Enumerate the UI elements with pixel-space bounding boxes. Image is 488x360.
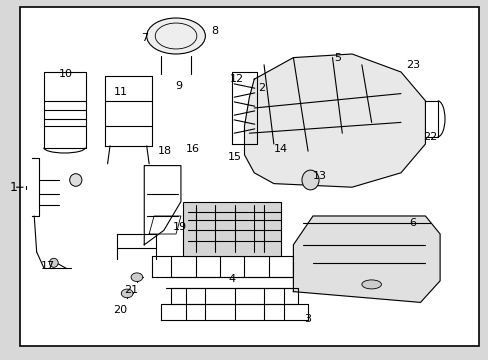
Text: 18: 18 xyxy=(158,146,172,156)
Text: 14: 14 xyxy=(274,144,287,154)
Text: 19: 19 xyxy=(173,222,186,232)
Text: 5: 5 xyxy=(333,53,340,63)
FancyBboxPatch shape xyxy=(183,202,281,256)
Ellipse shape xyxy=(302,170,319,190)
Text: 12: 12 xyxy=(230,74,244,84)
Polygon shape xyxy=(293,216,439,302)
FancyBboxPatch shape xyxy=(20,7,478,346)
Text: 20: 20 xyxy=(113,305,126,315)
Text: 1: 1 xyxy=(10,181,18,194)
Ellipse shape xyxy=(146,18,205,54)
Text: 7: 7 xyxy=(141,33,147,43)
Text: 15: 15 xyxy=(227,152,241,162)
Circle shape xyxy=(121,289,133,298)
Ellipse shape xyxy=(69,174,81,186)
Text: 2: 2 xyxy=(258,83,264,93)
Text: 16: 16 xyxy=(186,144,200,154)
Text: 22: 22 xyxy=(422,132,437,142)
Text: 9: 9 xyxy=(175,81,182,91)
Polygon shape xyxy=(244,54,425,187)
Text: 8: 8 xyxy=(211,26,218,36)
Text: 3: 3 xyxy=(304,314,311,324)
Text: 6: 6 xyxy=(409,218,416,228)
Circle shape xyxy=(131,273,142,282)
Text: 11: 11 xyxy=(114,87,128,97)
Text: 10: 10 xyxy=(59,69,73,79)
Text: 4: 4 xyxy=(228,274,235,284)
Text: 13: 13 xyxy=(313,171,326,181)
Ellipse shape xyxy=(361,280,381,289)
Text: 21: 21 xyxy=(124,285,138,295)
Text: 17: 17 xyxy=(41,261,55,271)
Text: 23: 23 xyxy=(406,60,419,70)
Ellipse shape xyxy=(49,258,58,267)
